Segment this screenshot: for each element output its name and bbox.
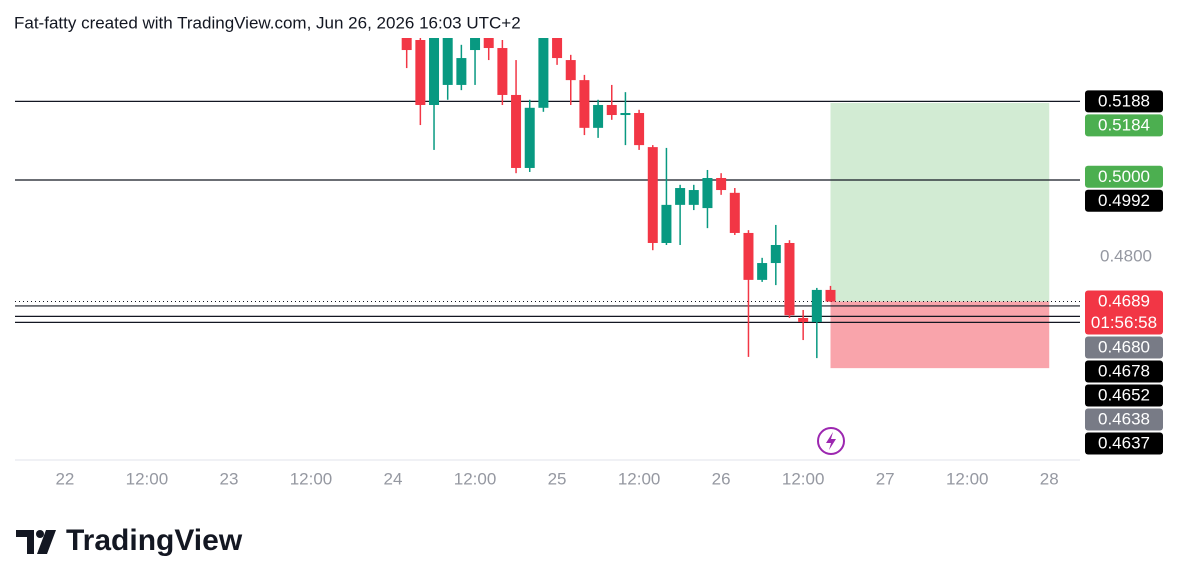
price-label-bg [1085,384,1163,407]
price-label: 0.4678 [1098,362,1150,381]
candle-body [552,38,563,59]
header: Fat-fatty created with TradingView.com, … [14,13,521,32]
candle-body [442,38,453,85]
lightning-icon [817,427,845,455]
candle-body [606,104,617,116]
candle-body [511,94,522,168]
x-tick-label: 12:00 [782,469,825,488]
price-label-bg [1085,114,1163,137]
candle-body [798,317,809,323]
x-tick-label: 23 [219,469,238,488]
x-tick-label: 12:00 [454,469,497,488]
candle-body [647,147,658,243]
x-tick-label: 26 [712,469,731,488]
candle-body [401,38,412,51]
candle-body [497,48,508,95]
price-label-bg [1085,165,1163,188]
price-label: 0.4689 [1098,292,1150,311]
candle-body [538,38,549,108]
price-label-bg [1085,290,1163,335]
brand-name: TradingView [66,524,243,557]
x-tick-label: 12:00 [290,469,333,488]
price-label-bg [1085,336,1163,359]
price-label: 0.4680 [1098,338,1150,357]
candle-body [661,204,672,243]
price-label: 0.5000 [1098,167,1150,186]
price-label-bg [1085,90,1163,113]
candle-body [429,38,440,105]
x-tick-label: 28 [1040,469,1059,488]
candle-body [702,177,713,209]
x-tick-label: 25 [548,469,567,488]
stop-zone [830,301,1050,369]
candle-body [675,188,686,205]
price-label: 0.5184 [1098,115,1150,134]
candle-body [634,113,645,146]
x-tick-label: 27 [876,469,895,488]
candle-body [688,190,699,205]
candle-body [757,263,768,280]
price-label-bg [1085,432,1163,455]
candle-body [456,58,467,85]
candle-body [524,107,535,168]
price-label: 0.4638 [1098,410,1150,429]
x-tick-label: 24 [384,469,403,488]
candle-body [770,244,781,264]
y-tick-label: 0.4800 [1100,247,1152,266]
x-tick-label: 12:00 [126,469,169,488]
candle-body [811,289,822,323]
brand-logo [16,530,56,554]
x-tick-label: 12:00 [618,469,661,488]
candle-body [483,38,494,49]
candle-body [743,232,754,280]
countdown: 01:56:58 [1091,313,1157,332]
candle-body [784,242,795,316]
candle-body [593,104,604,128]
candle-body [470,38,481,51]
candle-body [565,60,576,81]
candle-body [825,289,836,302]
candle-body [620,113,631,116]
x-tick-label: 12:00 [946,469,989,488]
x-tick-label: 22 [55,469,74,488]
price-label-bg [1085,360,1163,383]
candle-body [415,40,426,105]
price-label: 0.4637 [1098,434,1150,453]
price-label-bg [1085,189,1163,212]
candle-body [716,177,727,191]
price-label: 0.5188 [1098,91,1150,110]
price-label: 0.4652 [1098,386,1150,405]
target-zone [830,102,1050,302]
price-label-bg [1085,408,1163,431]
candle-body [579,80,590,128]
candle-body [729,192,740,233]
plot-area [15,38,1080,369]
price-label: 0.4992 [1098,191,1150,210]
